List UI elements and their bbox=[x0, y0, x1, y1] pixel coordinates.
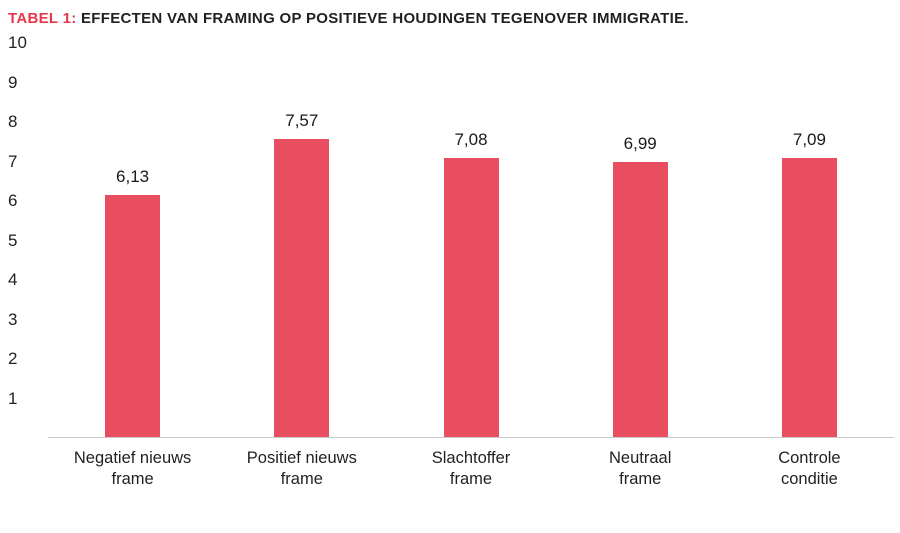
chart-title-prefix: TABEL 1: bbox=[8, 10, 77, 27]
x-tick-label-line: frame bbox=[619, 470, 662, 489]
bar-value-label: 6,13 bbox=[116, 167, 150, 187]
bar-group: 6,99 bbox=[556, 43, 725, 437]
x-tick-label: Neutraal frame bbox=[556, 448, 725, 491]
plot-column: 6,13 7,57 7,08 6,99 7,09 Negatief nieuws fram… bbox=[48, 43, 894, 491]
bar-group: 7,09 bbox=[725, 43, 894, 437]
bar-value-label: 7,08 bbox=[454, 130, 488, 150]
bar-group: 7,08 bbox=[386, 43, 555, 437]
y-tick-label: 3 bbox=[8, 309, 18, 329]
bar bbox=[781, 157, 837, 437]
y-tick-label: 1 bbox=[8, 388, 18, 408]
y-tick-label: 5 bbox=[8, 230, 18, 250]
x-tick-label-line: frame bbox=[111, 470, 154, 489]
x-tick-label-line: Controle bbox=[778, 449, 841, 467]
bar-value-label: 6,99 bbox=[623, 133, 657, 153]
x-tick-label-line: frame bbox=[449, 470, 493, 489]
bar bbox=[105, 195, 161, 437]
x-tick-label-line: Slachtoffer bbox=[431, 449, 511, 467]
bar bbox=[443, 158, 499, 437]
chart-title-text: EFFECTEN VAN FRAMING OP POSITIEVE HOUDIN… bbox=[76, 10, 689, 27]
chart-title: TABEL 1: EFFECTEN VAN FRAMING OP POSITIE… bbox=[8, 10, 894, 27]
x-tick-label-line: frame bbox=[280, 470, 323, 489]
x-tick-label: Controle conditie bbox=[725, 448, 894, 491]
x-tick-label-line: Positief nieuws bbox=[246, 449, 357, 467]
bar-value-label: 7,57 bbox=[285, 110, 319, 130]
plot-area: 6,13 7,57 7,08 6,99 7,09 bbox=[48, 43, 894, 438]
bar-chart: 1 2 3 4 5 6 7 8 9 10 6,13 7,57 7,08 6,99 7,09 Negatie… bbox=[8, 33, 894, 491]
x-tick-label: Positief nieuws frame bbox=[217, 448, 386, 491]
y-tick-label: 10 bbox=[8, 33, 27, 52]
bar bbox=[274, 138, 330, 437]
y-tick-label: 8 bbox=[8, 112, 18, 131]
bar-group: 7,57 bbox=[217, 43, 386, 437]
y-tick-label: 4 bbox=[8, 270, 18, 289]
bar bbox=[612, 161, 668, 437]
y-tick-label: 2 bbox=[8, 349, 18, 368]
bar-group: 6,13 bbox=[48, 43, 217, 437]
x-tick-label-line: Neutraal bbox=[609, 449, 672, 467]
x-axis: Negatief nieuws frame Positief nieuws frame… bbox=[48, 438, 894, 491]
bar-value-label: 7,09 bbox=[792, 129, 826, 149]
y-tick-label: 9 bbox=[8, 72, 18, 92]
x-tick-label: Negatief nieuws frame bbox=[48, 448, 217, 491]
y-axis: 1 2 3 4 5 6 7 8 9 10 bbox=[8, 33, 48, 438]
x-tick-label-line: conditie bbox=[780, 470, 838, 489]
x-tick-label: Slachtoffer frame bbox=[386, 448, 555, 491]
x-tick-label-line: Negatief nieuws bbox=[73, 449, 192, 467]
y-tick-label: 7 bbox=[8, 151, 18, 171]
y-tick-label: 6 bbox=[8, 191, 18, 210]
